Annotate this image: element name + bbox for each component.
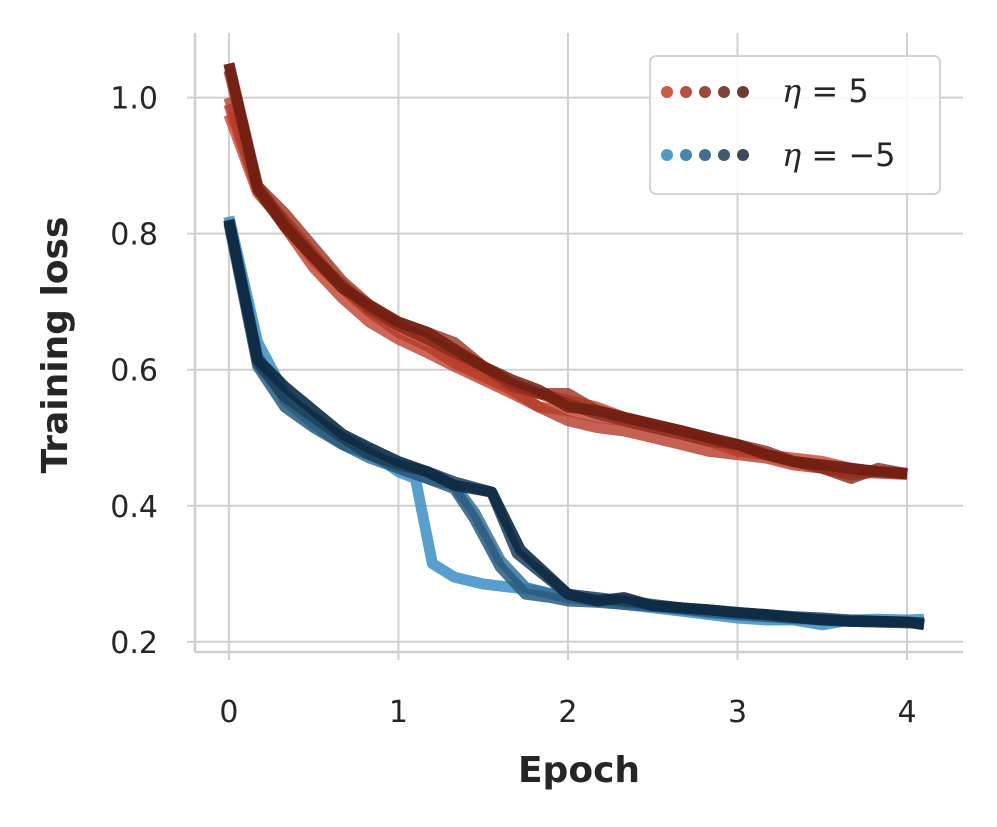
legend: η = 5 η = −5 [649, 55, 941, 195]
y-tick-label: 0.2 [110, 626, 158, 661]
x-axis-label: Epoch [518, 750, 640, 791]
y-axis-label: Training loss [35, 217, 76, 474]
legend-markers-eta-neg5 [661, 149, 749, 161]
x-tick-label: 0 [219, 695, 238, 730]
legend-marker-dot [737, 86, 749, 98]
legend-label-eta-neg5: η = −5 [782, 136, 896, 174]
legend-marker-dot [661, 149, 673, 161]
legend-marker-dot [718, 149, 730, 161]
legend-marker-dot [718, 86, 730, 98]
legend-marker-dot [680, 149, 692, 161]
x-tick-label: 4 [898, 695, 917, 730]
legend-markers-eta-5 [661, 86, 749, 98]
series-line-eta-5 [223, 62, 908, 480]
y-tick-label: 0.6 [110, 354, 158, 389]
x-tick-label: 2 [558, 695, 577, 730]
y-tick-label: 1.0 [110, 82, 158, 117]
legend-marker-dot [661, 86, 673, 98]
series-lines [223, 62, 925, 631]
legend-relation-eta-5: = [801, 72, 848, 110]
x-tick-label: 3 [728, 695, 747, 730]
legend-value-eta-5: 5 [848, 72, 868, 110]
legend-relation-eta-neg5: = [801, 136, 848, 174]
legend-symbol-eta-neg5: η [782, 136, 801, 174]
x-tick-label: 1 [389, 695, 408, 730]
series-line-eta-neg5 [223, 218, 925, 631]
legend-marker-dot [699, 86, 711, 98]
legend-label-eta-5: η = 5 [782, 72, 869, 110]
legend-marker-dot [680, 86, 692, 98]
legend-symbol-eta-5: η [782, 72, 801, 110]
legend-marker-dot [699, 149, 711, 161]
y-tick-label: 0.8 [110, 218, 158, 253]
legend-value-eta-neg5: −5 [848, 136, 895, 174]
axes-spines [193, 33, 963, 654]
y-tick-label: 0.4 [110, 490, 158, 525]
tick-labels: 0 1 2 3 4 0.2 0.4 0.6 0.8 1.0 [110, 82, 916, 730]
legend-marker-dot [737, 149, 749, 161]
